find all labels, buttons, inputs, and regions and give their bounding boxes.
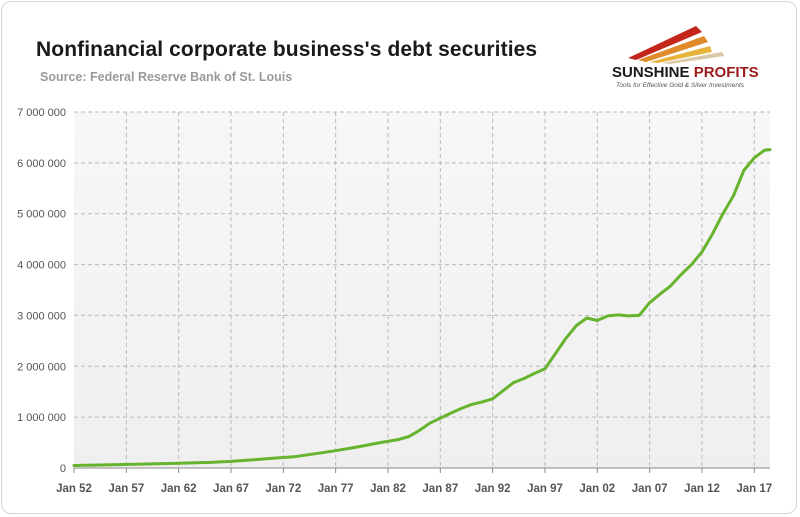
x-gridlines xyxy=(125,112,755,468)
y-tick-label: 6 000 000 xyxy=(17,158,66,170)
x-tick-label: Jan 77 xyxy=(318,483,354,495)
y-tick-label: 0 xyxy=(60,463,66,475)
brand-name-part2: PROFITS xyxy=(693,64,759,81)
brand-name: SUNSHINE PROFITS xyxy=(612,64,759,81)
x-tick-label: Jan 57 xyxy=(108,483,144,495)
x-tick-label: Jan 62 xyxy=(161,483,197,495)
series-line xyxy=(72,148,772,467)
x-tick-label: Jan 07 xyxy=(632,483,668,495)
x-tick-label: Jan 97 xyxy=(527,483,563,495)
x-tick-label: Jan 92 xyxy=(475,483,511,495)
x-tick-label: Jan 52 xyxy=(56,483,92,495)
y-tick-label: 4 000 000 xyxy=(17,260,66,272)
x-tick-label: Jan 12 xyxy=(684,483,720,495)
y-tick-label: 2 000 000 xyxy=(17,361,66,373)
chart-subtitle: Source: Federal Reserve Bank of St. Loui… xyxy=(40,70,293,84)
y-tick-label: 3 000 000 xyxy=(17,310,66,322)
y-axis-ticks: 0 1 000 000 2 000 000 3 000 000 4 000 000 5 0… xyxy=(17,107,66,475)
sun-rays-icon xyxy=(628,26,724,64)
brand-tagline: Tools for Effective Gold & Silver Invest… xyxy=(616,82,745,89)
x-tick-label: Jan 87 xyxy=(422,483,458,495)
y-gridlines xyxy=(74,111,770,418)
x-tick-label: Jan 67 xyxy=(213,483,249,495)
y-tick-label: 1 000 000 xyxy=(17,412,66,424)
plot-area xyxy=(74,112,770,468)
x-tick-label: Jan 02 xyxy=(579,483,615,495)
chart-title: Nonfinancial corporate business's debt s… xyxy=(36,38,538,61)
brand-name-part1: SUNSHINE xyxy=(612,64,694,81)
x-tick-label: Jan 17 xyxy=(736,483,772,495)
y-tick-label: 7 000 000 xyxy=(17,107,66,119)
x-tick-label: Jan 82 xyxy=(370,483,406,495)
y-tick-label: 5 000 000 xyxy=(17,209,66,221)
x-axis-ticks: Jan 52 Jan 57 Jan 62 Jan 67 Jan 72 Jan 77 Jan … xyxy=(56,468,772,495)
x-tick-label: Jan 72 xyxy=(265,483,301,495)
brand-logo: SUNSHINE PROFITS Tools for Effective Gol… xyxy=(612,22,772,92)
